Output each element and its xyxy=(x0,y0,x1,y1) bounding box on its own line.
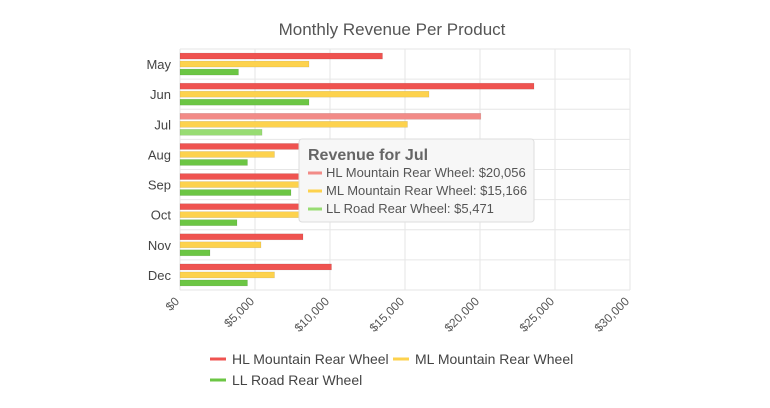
x-tick-label: $0 xyxy=(163,294,183,314)
bar[interactable] xyxy=(179,279,248,287)
bar[interactable] xyxy=(179,271,275,279)
x-tick-label: $15,000 xyxy=(367,294,408,335)
x-tick-label: $10,000 xyxy=(292,294,333,335)
bar[interactable] xyxy=(179,60,310,68)
bar[interactable] xyxy=(179,113,482,120)
bar[interactable] xyxy=(179,143,301,150)
legend-item-hl[interactable]: HL Mountain Rear Wheel xyxy=(210,351,389,367)
category-label: Aug xyxy=(148,147,171,162)
category-labels: May Jun Jul Aug Sep Oct Nov Dec xyxy=(146,57,171,283)
bar[interactable] xyxy=(179,52,383,60)
legend[interactable]: HL Mountain Rear Wheel ML Mountain Rear … xyxy=(210,351,573,388)
category-label: Oct xyxy=(151,208,172,223)
bar[interactable] xyxy=(179,233,304,241)
bar[interactable] xyxy=(179,219,238,226)
chart-title: Monthly Revenue Per Product xyxy=(279,20,506,39)
x-tick-label: $5,000 xyxy=(221,294,257,330)
tooltip-line-ll: LL Road Rear Wheel: $5,471 xyxy=(326,201,494,216)
bar[interactable] xyxy=(179,151,275,158)
category-label: Jul xyxy=(154,117,171,132)
tooltip-line-hl: HL Mountain Rear Wheel: $20,056 xyxy=(326,165,526,180)
legend-label-hl: HL Mountain Rear Wheel xyxy=(232,351,389,367)
bar[interactable] xyxy=(179,241,262,249)
legend-item-ll[interactable]: LL Road Rear Wheel xyxy=(210,372,362,388)
tooltip-title: Revenue for Jul xyxy=(308,147,428,164)
category-label: May xyxy=(146,57,171,72)
category-label: Dec xyxy=(148,268,172,283)
tooltip-line-ml: ML Mountain Rear Wheel: $15,166 xyxy=(326,183,527,198)
bar[interactable] xyxy=(179,249,211,257)
x-tick-label: $30,000 xyxy=(592,294,633,335)
category-label: Sep xyxy=(148,178,171,193)
bar[interactable] xyxy=(179,203,301,210)
bar[interactable] xyxy=(179,90,430,98)
tooltip-background xyxy=(298,138,535,223)
bar[interactable] xyxy=(179,181,301,188)
bar[interactable] xyxy=(179,121,408,128)
legend-label-ml: ML Mountain Rear Wheel xyxy=(415,351,573,367)
legend-label-ll: LL Road Rear Wheel xyxy=(232,372,362,388)
bar[interactable] xyxy=(179,189,292,196)
x-tick-label: $25,000 xyxy=(517,294,558,335)
bar[interactable] xyxy=(179,263,332,271)
bar[interactable] xyxy=(179,159,248,166)
bar[interactable] xyxy=(179,211,301,218)
bar[interactable] xyxy=(179,173,301,180)
bars[interactable] xyxy=(179,52,535,287)
category-label: Jun xyxy=(150,87,171,102)
bar[interactable] xyxy=(179,98,310,106)
x-tick-label: $20,000 xyxy=(442,294,483,335)
bar[interactable] xyxy=(179,82,535,90)
tooltip: Revenue for Jul HL Mountain Rear Wheel: … xyxy=(298,138,535,223)
category-label: Nov xyxy=(148,238,172,253)
bar[interactable] xyxy=(179,68,239,76)
legend-item-ml[interactable]: ML Mountain Rear Wheel xyxy=(393,351,573,367)
x-axis-tick-labels: $0 $5,000 $10,000 $15,000 $20,000 $25,000 $30,… xyxy=(163,294,633,335)
bar[interactable] xyxy=(179,129,263,136)
